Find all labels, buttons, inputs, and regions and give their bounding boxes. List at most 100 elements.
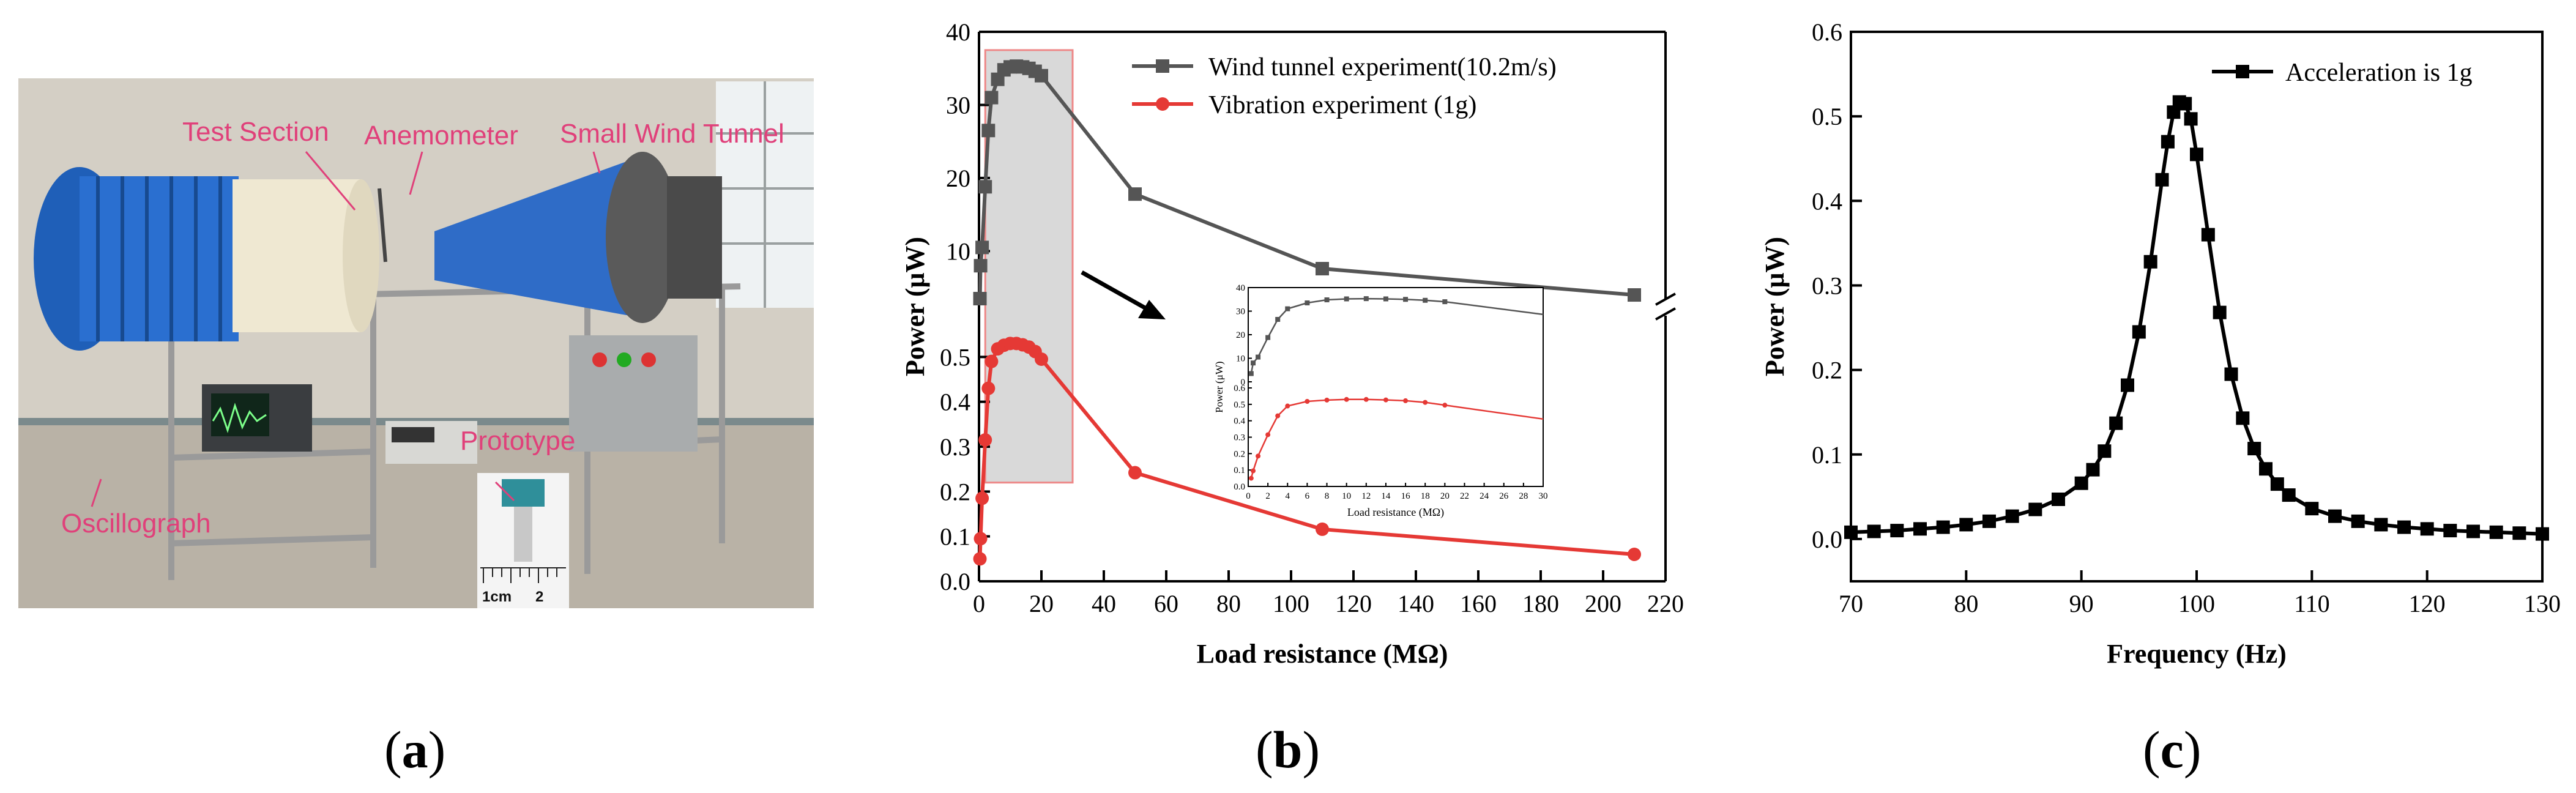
inset-frame [1248,287,1544,487]
chart-c-power-vs-frequency: 70 80 90 100 110 120 130 0.0 0.1 0.2 0.3 0.4 0.5 0.6 F… [1760,18,2561,669]
inset-y-tick-label: 0.3 [1234,433,1245,443]
data-point-series-0 [2351,514,2365,528]
data-point-series-1 [981,381,996,395]
photo-annotation-arrows [91,151,601,507]
data-point-series-0 [1890,524,1904,538]
data-point-series-0 [2213,305,2227,319]
data-point-series-0 [2536,527,2549,541]
data-point-series-0 [2086,463,2100,477]
x-tick-label: 200 [1585,590,1621,617]
data-point-series-0 [1982,514,1996,528]
x-tick-label: 120 [1335,590,1372,617]
legend-marker [2236,65,2249,78]
inset-data-point-series-0 [1344,296,1349,302]
data-point-series-0 [1844,525,1858,539]
data-point-series-0 [1867,524,1881,538]
inset-y-tick-label: 30 [1236,307,1245,317]
y-axis-label: Power (μW) [1760,237,1790,376]
inset-y-tick-label: 10 [1236,354,1245,364]
x-tick-label: 80 [1216,590,1241,617]
y-tick-label: 0.1 [1812,441,1842,469]
data-point-series-0 [985,91,999,105]
inset-data-point-series-1 [1324,397,1330,403]
inset-y-tick-label: 0.6 [1234,384,1245,393]
data-point-series-0 [978,180,992,194]
data-point-series-1 [985,354,999,368]
data-point-series-0 [2236,411,2250,425]
inset-data-point-series-1 [1305,399,1310,404]
ruler-label-1cm: 1cm [482,589,512,605]
label-small-wind-tunnel: Small Wind Tunnel [560,119,784,149]
inset-data-point-series-1 [1251,468,1256,474]
inset-data-point-series-1 [1423,400,1428,405]
caption-c-letter: c [2160,720,2184,779]
data-point-series-0 [2328,509,2342,523]
inset-x-tick-label: 28 [1519,491,1528,501]
label-oscillograph: Oscillograph [61,508,211,538]
controller-box [569,335,698,452]
label-test-section: Test Section [182,117,329,147]
setup-photo-drawing: 1cm 2 Test Section Anemometer Small Wind… [18,78,814,611]
x-tick-label: 220 [1647,590,1684,617]
data-point-series-1 [1035,352,1048,366]
data-point-series-0 [1628,288,1641,302]
caption-a-letter: a [401,720,428,779]
data-point-series-1 [973,552,987,566]
data-point-series-0 [2167,105,2181,119]
fan-housing [606,152,679,323]
ruler-label-2: 2 [535,589,543,605]
data-point-series-0 [2247,442,2261,456]
data-point-series-0 [2397,520,2411,534]
y-tick-label: 0.2 [940,478,970,505]
inset-data-point-series-0 [1403,297,1409,302]
inset-x-tick-label: 14 [1381,491,1391,501]
data-point-series-0 [2305,502,2319,516]
x-axis-label: Frequency (Hz) [2107,639,2287,669]
x-tick-label: 40 [1092,590,1116,617]
data-point-series-0 [2201,228,2215,242]
caption-c: (c) [2143,720,2202,779]
data-point-series-0 [1316,262,1329,276]
data-point-series-0 [1128,187,1142,201]
data-point-series-0 [2098,444,2112,458]
inset-data-point-series-0 [1256,354,1261,360]
wind-tunnel-diffuser [434,158,636,317]
inset-y-axis-label: Power (μW) [1213,361,1225,412]
inset-x-tick-label: 24 [1480,491,1489,501]
inset-data-point-series-0 [1251,360,1256,366]
inset-data-point-series-0 [1442,299,1448,305]
chart-b-power-vs-load: 0 20 40 60 80 100 120 140 160 180 200 220102030400.… [900,18,1684,669]
x-tick-label: 100 [1273,590,1309,617]
x-tick-label: 0 [973,590,985,617]
inset-y-tick-label: 0.0 [1234,482,1245,492]
inset-x-tick-label: 18 [1421,491,1430,501]
inset-y-tick-label: 0.2 [1234,449,1245,459]
axis-break-mark [1655,307,1676,321]
data-point-series-0 [2121,378,2134,392]
caption-a: (a) [384,720,446,779]
inset-data-point-series-0 [1248,371,1254,376]
inset-data-point-series-0 [1383,296,1388,302]
data-point-series-1 [975,491,989,505]
inset-x-tick-label: 16 [1401,491,1411,501]
inset-y-tick-label: 20 [1236,330,1245,340]
data-point-series-0 [2143,255,2157,269]
y-tick-label: 0.5 [1812,103,1842,130]
inset-data-point-series-0 [1305,300,1310,306]
data-point-series-0 [2282,488,2296,502]
data-point-series-0 [2074,476,2088,490]
inset-x-tick-label: 2 [1265,491,1270,501]
data-point-series-0 [2224,367,2238,381]
data-point-series-0 [2489,525,2503,539]
data-point-series-0 [2132,325,2146,339]
y-tick-label: 10 [946,237,970,265]
data-point-series-0 [2109,416,2123,430]
inset-data-point-series-1 [1442,403,1448,408]
inset-y-tick-label: 0.4 [1234,417,1245,426]
inset-data-point-series-1 [1403,398,1409,403]
data-point-series-0 [973,259,988,273]
inset-data-point-series-1 [1383,397,1388,403]
axis-break-mark [1655,292,1676,306]
x-tick-label: 180 [1522,590,1559,617]
